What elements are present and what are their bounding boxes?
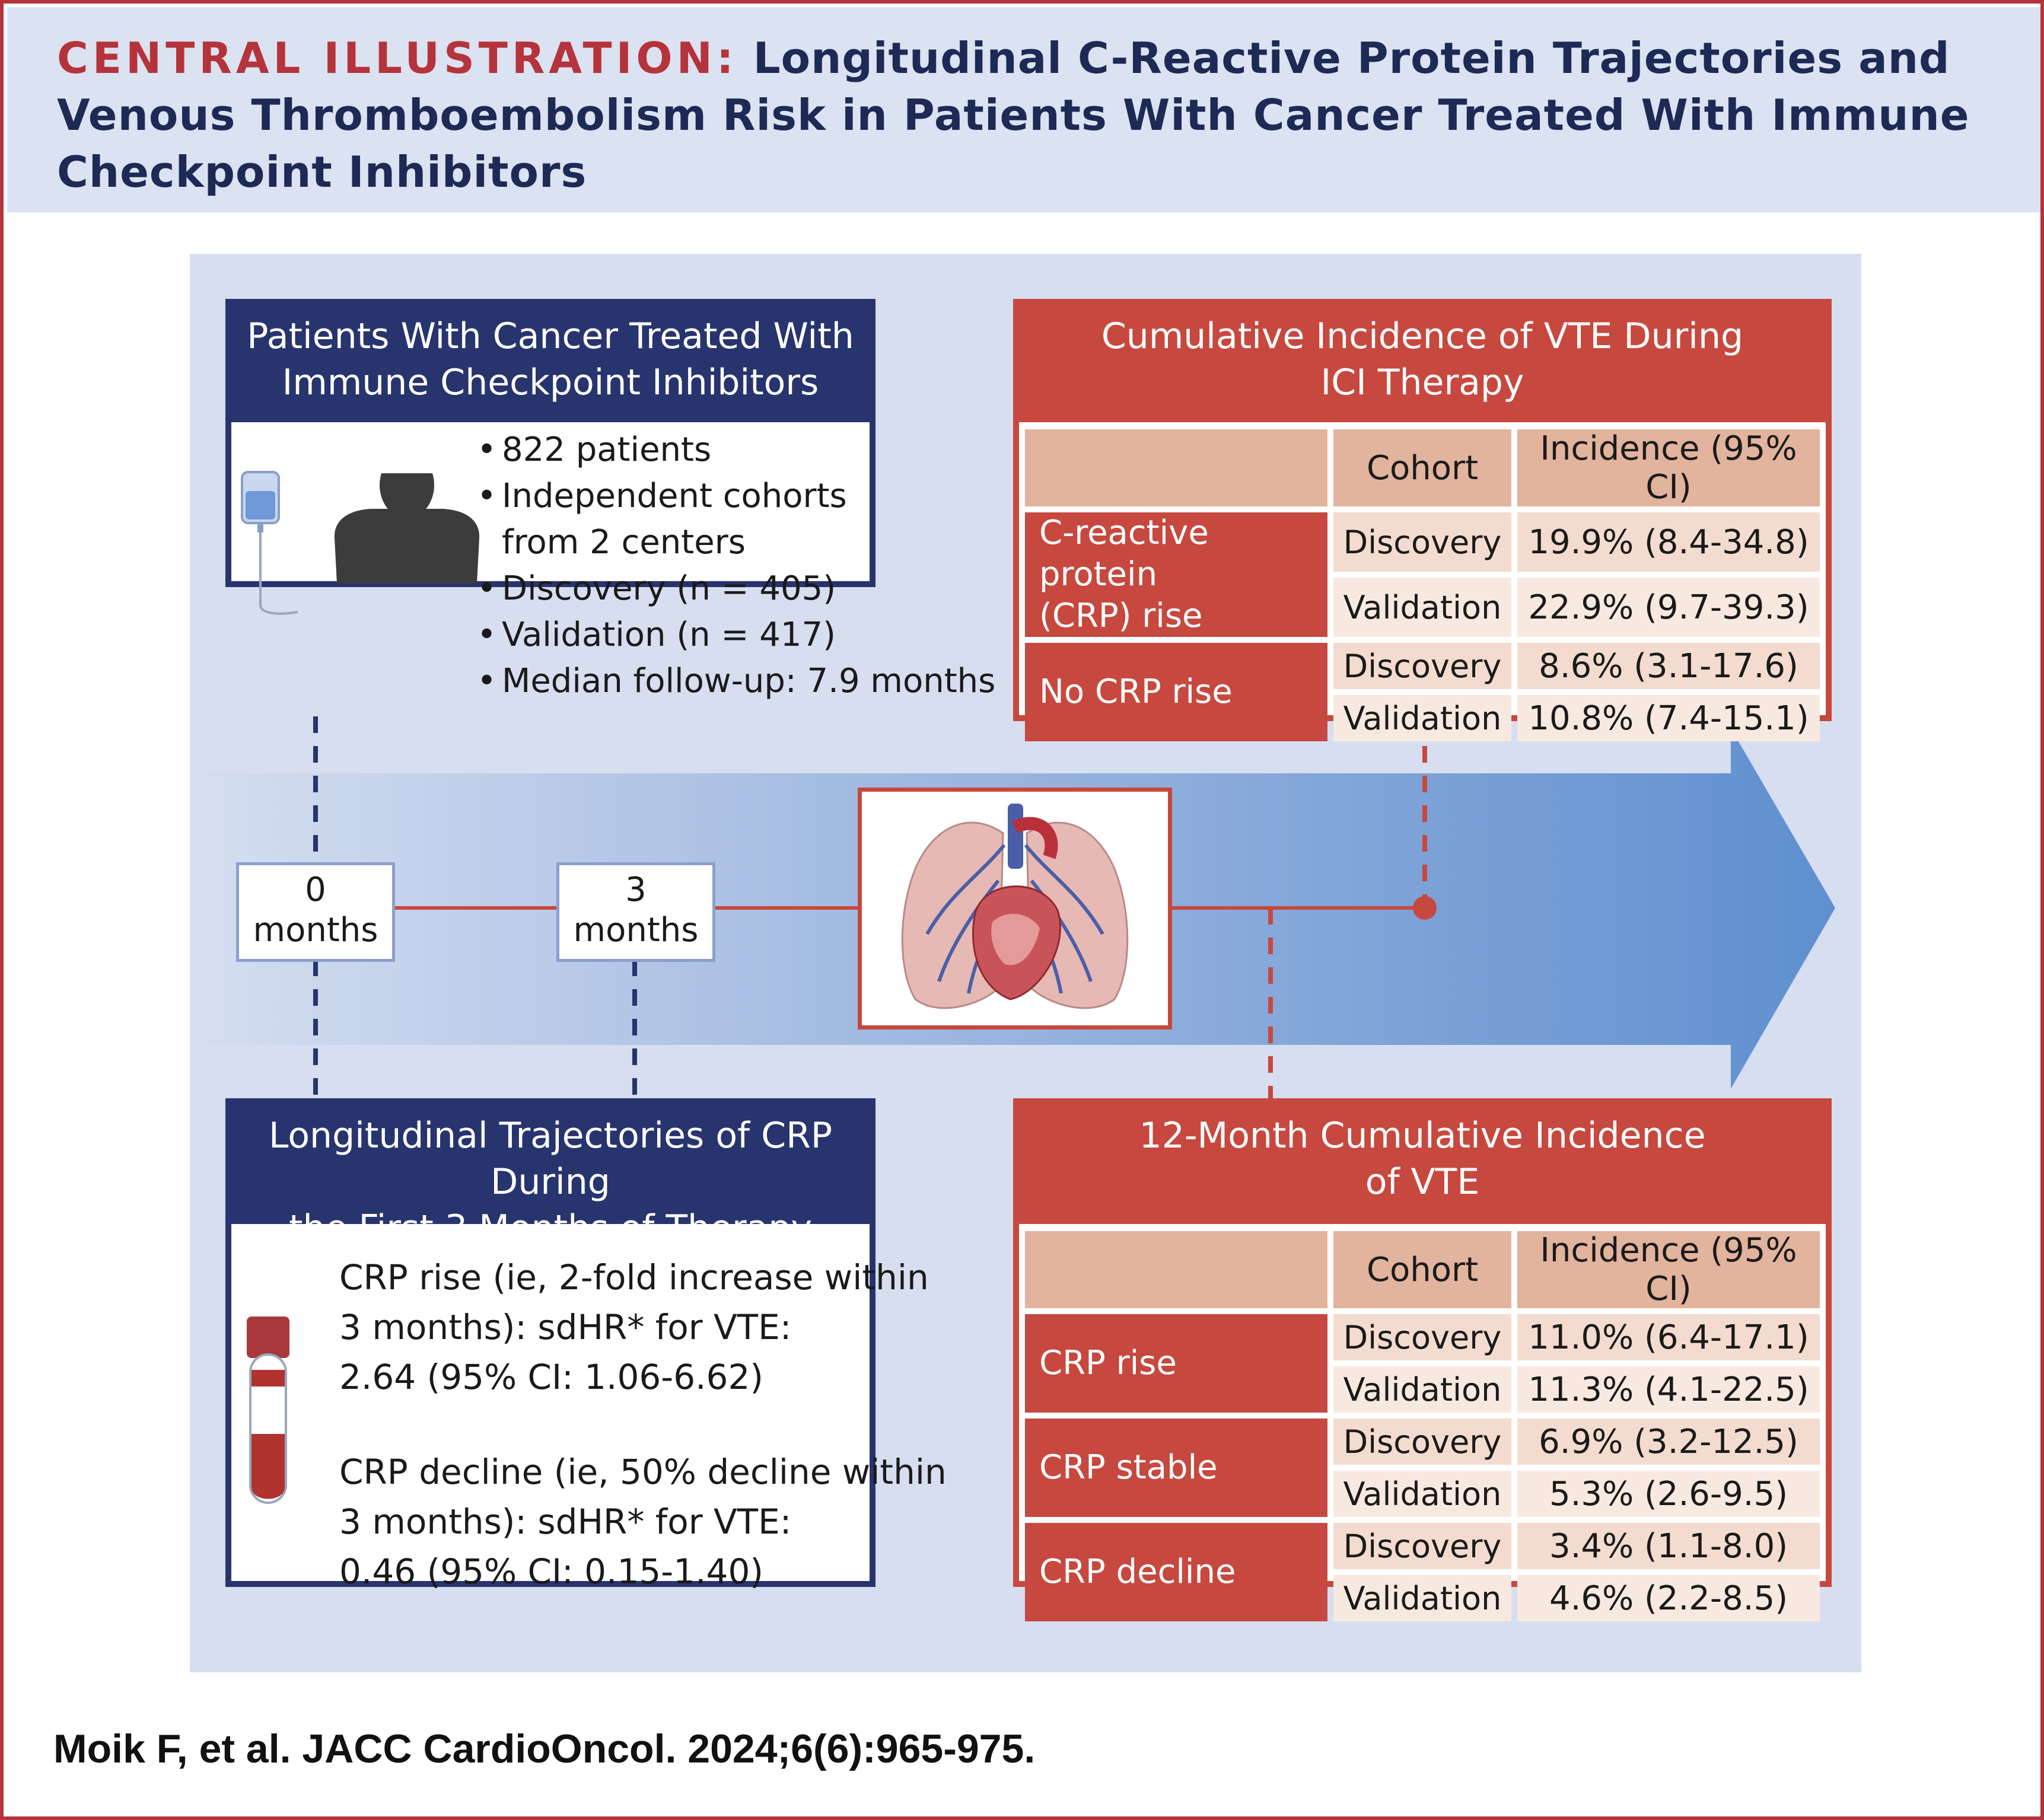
person-silhouette-icon xyxy=(334,473,480,584)
twelve-month-incidence-table: Cohort Incidence (95% CI) CRP rise Disco… xyxy=(1019,1225,1826,1627)
table-row: C-reactive protein (CRP) rise Discovery … xyxy=(1025,512,1820,637)
cumulative-heading-line-2: ICI Therapy xyxy=(1320,362,1524,403)
table-header-row: Cohort Incidence (95% CI) xyxy=(1025,429,1820,506)
table-header-row: Cohort Incidence (95% CI) xyxy=(1025,1231,1820,1308)
iv-bag-icon xyxy=(241,471,298,615)
crp-rise-text: CRP rise (ie, 2-fold increase within 3 m… xyxy=(339,1257,929,1397)
group-label-crp-stable: CRP stable xyxy=(1025,1419,1327,1517)
bullet-validation: Validation (n = 417) xyxy=(477,612,995,658)
table-row: Validation 5.3% (2.6-9.5) xyxy=(1025,1471,1820,1517)
title-kicker: CENTRAL ILLUSTRATION: xyxy=(57,33,738,83)
header-blank-cell xyxy=(1025,1231,1327,1308)
cohort-cell: Discovery xyxy=(1333,1523,1511,1569)
twelve-month-heading-line-1: 12-Month Cumulative Incidence xyxy=(1139,1115,1706,1156)
patients-heading-line-2: Immune Checkpoint Inhibitors xyxy=(282,362,819,403)
incidence-cell: 5.3% (2.6-9.5) xyxy=(1517,1471,1820,1517)
lungs-heart-frame xyxy=(858,788,1172,1029)
header-cohort: Cohort xyxy=(1333,429,1511,506)
blood-tube-icon xyxy=(247,1317,289,1504)
citation: Moik F, et al. JACC CardioOncol. 2024;6(… xyxy=(53,1726,1036,1771)
group-label-crp-decline: CRP decline xyxy=(1025,1523,1327,1621)
table-row: No CRP rise Discovery 8.6% (3.1-17.6) xyxy=(1025,643,1820,741)
table-row: Validation 11.3% (4.1-22.5) xyxy=(1025,1366,1820,1413)
cohort-cell: Validation xyxy=(1333,1471,1511,1517)
bullet-patients: 822 patients xyxy=(477,427,995,473)
title-line-3: Checkpoint Inhibitors xyxy=(57,147,587,197)
cohort-cell: Discovery xyxy=(1333,643,1511,689)
incidence-cell: 6.9% (3.2-12.5) xyxy=(1517,1419,1820,1465)
group-label-crp-rise: CRP rise xyxy=(1025,1314,1327,1413)
header-blank-cell xyxy=(1025,429,1327,506)
trajectories-box-body xyxy=(231,1224,870,1581)
crp-decline-text: CRP decline (ie, 50% decline within 3 mo… xyxy=(339,1452,947,1592)
incidence-cell: 22.9% (9.7-39.3) xyxy=(1517,578,1820,637)
timepoint-3-months: 3 months xyxy=(556,862,715,962)
group-label-no-crp-rise: No CRP rise xyxy=(1025,643,1327,741)
incidence-cell: 8.6% (3.1-17.6) xyxy=(1517,643,1820,689)
timepoint-0-months: 0 months xyxy=(236,862,395,962)
cohort-cell: Discovery xyxy=(1333,512,1511,572)
bullet-follow-up: Median follow-up: 7.9 months xyxy=(477,658,995,705)
cohort-cell: Validation xyxy=(1333,578,1511,637)
title-line-1: Longitudinal C-Reactive Protein Trajecto… xyxy=(753,33,1950,83)
cohort-cell: Validation xyxy=(1333,1366,1511,1413)
cohort-cell: Discovery xyxy=(1333,1314,1511,1360)
cohort-cell: Discovery xyxy=(1333,1419,1511,1465)
cohort-cell: Validation xyxy=(1333,1575,1511,1621)
lungs-heart-icon xyxy=(901,804,1129,1009)
title-line-2: Venous Thromboembolism Risk in Patients … xyxy=(57,90,1970,140)
incidence-cell: 4.6% (2.2-8.5) xyxy=(1517,1575,1820,1621)
header-band: CENTRAL ILLUSTRATION: Longitudinal C-Rea… xyxy=(7,7,2040,212)
timepoint-3-number: 3 xyxy=(625,871,647,909)
cumulative-heading-line-1: Cumulative Incidence of VTE During xyxy=(1101,315,1744,357)
group-label-crp-rise: C-reactive protein (CRP) rise xyxy=(1025,512,1327,637)
incidence-cell: 11.0% (6.4-17.1) xyxy=(1517,1314,1820,1360)
main-panel: 0 months 3 months Patients With Cancer T… xyxy=(190,254,1861,1672)
incidence-cell: 10.8% (7.4-15.1) xyxy=(1517,695,1820,741)
bullet-discovery: Discovery (n = 405) xyxy=(477,566,995,612)
twelve-month-heading-line-2: of VTE xyxy=(1365,1161,1480,1203)
cohort-cell: Validation xyxy=(1333,695,1511,741)
cumulative-incidence-table: Cohort Incidence (95% CI) C-reactive pro… xyxy=(1019,423,1826,747)
trajectories-heading-line-1: Longitudinal Trajectories of CRP During xyxy=(268,1115,833,1203)
patients-heading-line-1: Patients With Cancer Treated With xyxy=(247,315,854,357)
page-title: CENTRAL ILLUSTRATION: Longitudinal C-Rea… xyxy=(57,30,2014,200)
timepoint-3-unit: months xyxy=(573,911,699,949)
table-row: CRP decline Discovery 3.4% (1.1-8.0) xyxy=(1025,1523,1820,1621)
table-row: Validation 4.6% (2.2-8.5) xyxy=(1025,1575,1820,1621)
header-incidence: Incidence (95% CI) xyxy=(1517,1231,1820,1308)
timepoint-0-unit: months xyxy=(253,911,378,949)
incidence-cell: 3.4% (1.1-8.0) xyxy=(1517,1523,1820,1569)
header-cohort: Cohort xyxy=(1333,1231,1511,1308)
incidence-cell: 11.3% (4.1-22.5) xyxy=(1517,1366,1820,1413)
table-row: CRP rise Discovery 11.0% (6.4-17.1) xyxy=(1025,1314,1820,1413)
table-row: Validation 10.8% (7.4-15.1) xyxy=(1025,695,1820,741)
table-row: Validation 22.9% (9.7-39.3) xyxy=(1025,578,1820,637)
header-incidence: Incidence (95% CI) xyxy=(1517,429,1820,506)
incidence-cell: 19.9% (8.4-34.8) xyxy=(1517,512,1820,572)
timepoint-0-number: 0 xyxy=(305,871,326,909)
table-row: CRP stable Discovery 6.9% (3.2-12.5) xyxy=(1025,1419,1820,1517)
